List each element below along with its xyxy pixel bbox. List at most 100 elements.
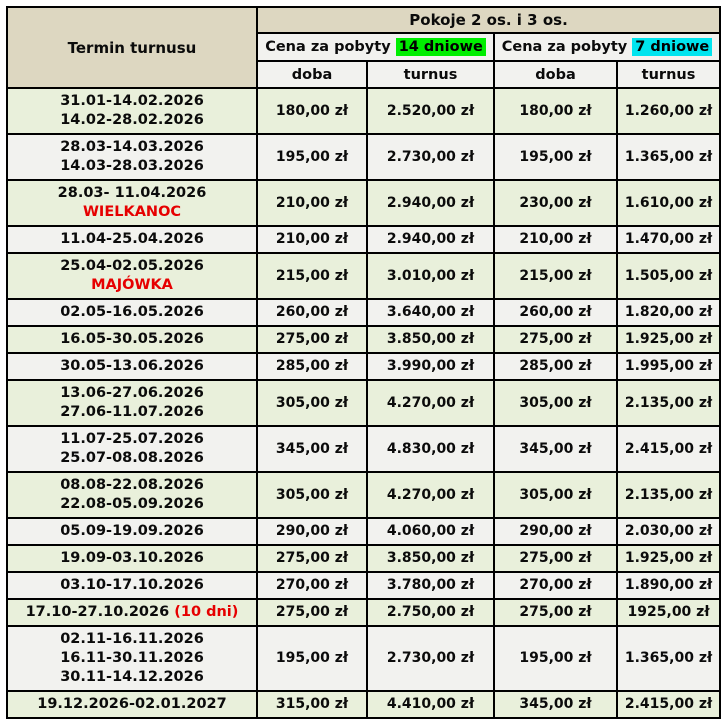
term-date-line: 25.04-02.05.2026 xyxy=(60,258,204,274)
term-cell: 13.06-27.06.2026 27.06-11.07.2026 xyxy=(6,379,258,427)
price-cell: 290,00 zł xyxy=(256,517,368,546)
term-date-line: 14.03-28.03.2026 xyxy=(60,158,204,174)
price-cell: 1.610,00 zł xyxy=(615,179,722,227)
price-cell: 210,00 zł xyxy=(493,225,618,254)
price-cell: 1.365,00 zł xyxy=(615,133,722,181)
price-cell: 2.520,00 zł xyxy=(366,87,495,135)
table-row: 05.09-19.09.2026 290,00 zł 4.060,00 zł 290,… xyxy=(6,517,722,546)
term-cell: 28.03-14.03.2026 14.03-28.03.2026 xyxy=(6,133,258,181)
term-date-line: 03.10-17.10.2026 xyxy=(60,577,204,593)
price-cell: 1.925,00 zł xyxy=(615,325,722,354)
term-date-line: 22.08-05.09.2026 xyxy=(60,496,204,512)
price-cell: 345,00 zł xyxy=(493,425,618,473)
price-cell: 1.995,00 zł xyxy=(615,352,722,381)
price-cell: 4.410,00 zł xyxy=(366,690,495,719)
price-cell: 210,00 zł xyxy=(256,225,368,254)
price-cell: 180,00 zł xyxy=(493,87,618,135)
table-row: 13.06-27.06.2026 27.06-11.07.2026 305,00 z… xyxy=(6,379,722,427)
term-date-line: 27.06-11.07.2026 xyxy=(60,404,204,420)
price-cell: 3.640,00 zł xyxy=(366,298,495,327)
price-cell: 1.470,00 zł xyxy=(615,225,722,254)
price-cell: 275,00 zł xyxy=(256,598,368,627)
price-cell: 1.925,00 zł xyxy=(615,544,722,573)
term-cell: 05.09-19.09.2026 xyxy=(6,517,258,546)
term-cell: 11.04-25.04.2026 xyxy=(6,225,258,254)
term-date-line: 08.08-22.08.2026 xyxy=(60,477,204,493)
term-holiday-note: WIELKANOC xyxy=(82,204,182,220)
price-group-14-prefix: Cena za pobyty xyxy=(265,39,396,55)
price-cell: 2.730,00 zł xyxy=(366,625,495,692)
term-date-line: 28.03- 11.04.2026 xyxy=(57,185,207,201)
term-cell: 16.05-30.05.2026 xyxy=(6,325,258,354)
subheader-doba-7: doba xyxy=(493,60,618,89)
table-row: 11.04-25.04.2026 210,00 zł 2.940,00 zł 210,… xyxy=(6,225,722,254)
term-date-line: 19.09-03.10.2026 xyxy=(60,550,204,566)
subheader-doba-14: doba xyxy=(256,60,368,89)
term-cell: 17.10-27.10.2026 (10 dni) xyxy=(6,598,258,627)
table-row: 19.09-03.10.2026 275,00 zł 3.850,00 zł 275,… xyxy=(6,544,722,573)
price-cell: 3.990,00 zł xyxy=(366,352,495,381)
termin-turnusu-header: Termin turnusu xyxy=(6,6,258,89)
price-cell: 2.730,00 zł xyxy=(366,133,495,181)
term-date-line: 11.07-25.07.2026 xyxy=(60,431,204,447)
term-cell: 02.05-16.05.2026 xyxy=(6,298,258,327)
term-date-line: 30.05-13.06.2026 xyxy=(60,358,204,374)
price-cell: 4.270,00 zł xyxy=(366,379,495,427)
table-row: 11.07-25.07.2026 25.07-08.08.2026 345,00 z… xyxy=(6,425,722,473)
pokoje-header: Pokoje 2 os. i 3 os. xyxy=(255,6,722,34)
price-cell: 275,00 zł xyxy=(256,325,368,354)
price-cell: 270,00 zł xyxy=(256,571,368,600)
price-cell: 215,00 zł xyxy=(256,252,368,300)
price-cell: 275,00 zł xyxy=(493,544,618,573)
price-cell: 180,00 zł xyxy=(256,87,368,135)
term-cell: 19.12.2026-02.01.2027 xyxy=(6,690,258,719)
price-cell: 210,00 zł xyxy=(256,179,368,227)
price-cell: 2.415,00 zł xyxy=(615,425,722,473)
price-cell: 195,00 zł xyxy=(256,133,368,181)
price-cell: 1925,00 zł xyxy=(615,598,722,627)
price-group-14-header: Cena za pobyty 14 dniowe xyxy=(256,32,495,62)
highlight-7-dniowe: 7 dniowe xyxy=(632,38,713,56)
price-cell: 195,00 zł xyxy=(256,625,368,692)
term-cell: 30.05-13.06.2026 xyxy=(6,352,258,381)
price-cell: 285,00 zł xyxy=(493,352,618,381)
table-row: 16.05-30.05.2026 275,00 zł 3.850,00 zł 275,… xyxy=(6,325,722,354)
price-group-7-header: Cena za pobyty 7 dniowe xyxy=(492,32,722,62)
term-date-line: 25.07-08.08.2026 xyxy=(60,450,204,466)
term-cell: 19.09-03.10.2026 xyxy=(6,544,258,573)
price-cell: 230,00 zł xyxy=(493,179,618,227)
highlight-14-dniowe: 14 dniowe xyxy=(395,38,486,56)
price-cell: 4.830,00 zł xyxy=(366,425,495,473)
term-date-line: 16.05-30.05.2026 xyxy=(60,331,204,347)
price-cell: 1.365,00 zł xyxy=(615,625,722,692)
price-cell: 305,00 zł xyxy=(493,471,618,519)
term-date-line: 17.10-27.10.2026 (10 dni) xyxy=(25,604,239,620)
price-cell: 285,00 zł xyxy=(256,352,368,381)
price-table-header: Termin turnusu Pokoje 2 os. i 3 os. Cena… xyxy=(6,6,722,89)
subheader-turnus-14: turnus xyxy=(366,60,495,89)
term-date-line: 14.02-28.02.2026 xyxy=(60,112,204,128)
price-cell: 260,00 zł xyxy=(493,298,618,327)
term-cell: 03.10-17.10.2026 xyxy=(6,571,258,600)
table-row: 28.03- 11.04.2026 WIELKANOC 210,00 zł 2.940… xyxy=(6,179,722,227)
price-cell: 195,00 zł xyxy=(493,133,618,181)
price-cell: 3.850,00 zł xyxy=(366,325,495,354)
term-date-line: 11.04-25.04.2026 xyxy=(60,231,204,247)
price-cell: 3.850,00 zł xyxy=(366,544,495,573)
price-cell: 2.135,00 zł xyxy=(615,379,722,427)
price-cell: 275,00 zł xyxy=(256,544,368,573)
price-cell: 2.415,00 zł xyxy=(615,690,722,719)
price-table: Termin turnusu Pokoje 2 os. i 3 os. Cena… xyxy=(6,6,722,719)
price-cell: 2.940,00 zł xyxy=(366,225,495,254)
price-cell: 1.260,00 zł xyxy=(615,87,722,135)
term-inline-note: (10 dni) xyxy=(169,604,239,620)
subheader-turnus-7: turnus xyxy=(615,60,722,89)
table-row: 03.10-17.10.2026 270,00 zł 3.780,00 zł 270,… xyxy=(6,571,722,600)
price-cell: 305,00 zł xyxy=(256,471,368,519)
price-cell: 290,00 zł xyxy=(493,517,618,546)
term-date-line: 13.06-27.06.2026 xyxy=(60,385,204,401)
table-row: 02.05-16.05.2026 260,00 zł 3.640,00 zł 260,… xyxy=(6,298,722,327)
term-date-line: 31.01-14.02.2026 xyxy=(60,93,204,109)
table-row: 28.03-14.03.2026 14.03-28.03.2026 195,00 z… xyxy=(6,133,722,181)
price-cell: 305,00 zł xyxy=(256,379,368,427)
